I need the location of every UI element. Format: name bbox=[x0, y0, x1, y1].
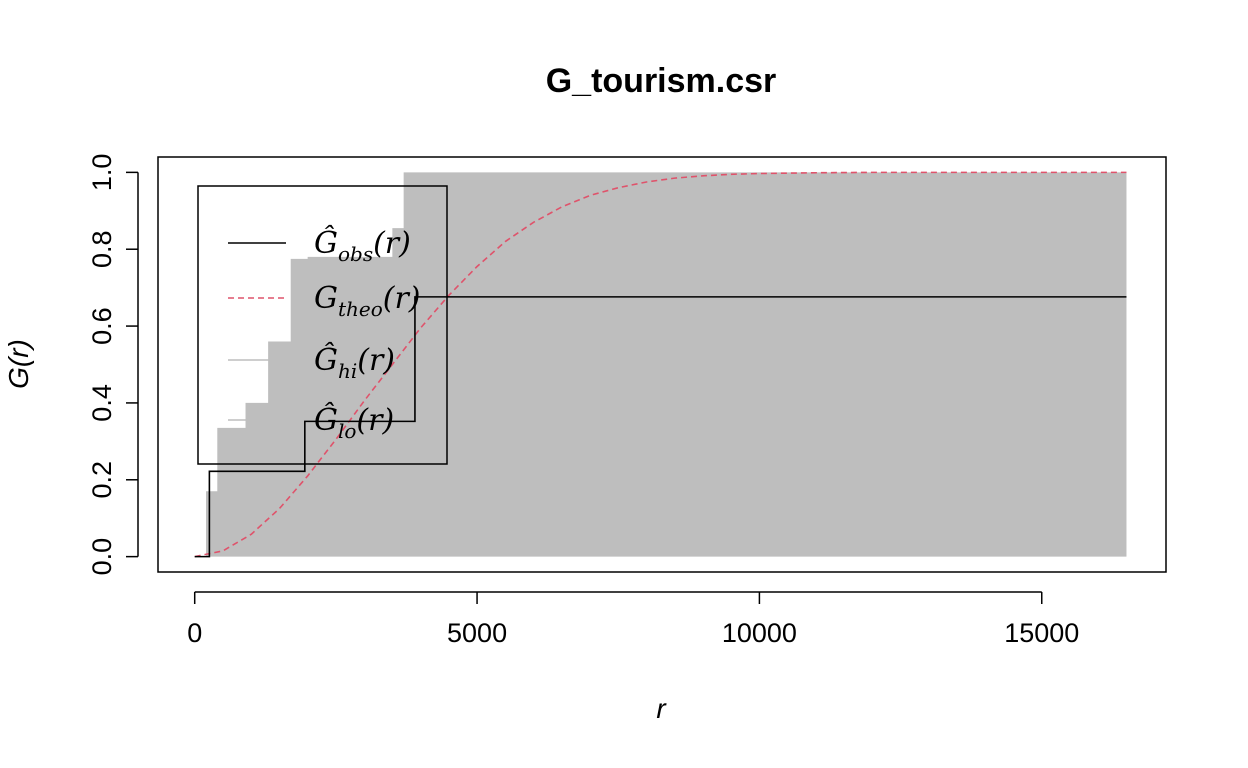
legend-label-obs: Ĝobs(r) bbox=[314, 225, 411, 266]
y-axis: 0.0 0.2 0.4 0.6 0.8 1.0 bbox=[87, 154, 139, 576]
series-lines bbox=[194, 171, 1127, 558]
series-line-theo bbox=[194, 171, 1127, 558]
plot-frame bbox=[157, 156, 1167, 573]
chart-title: G_tourism.csr bbox=[546, 62, 777, 100]
legend-box bbox=[197, 185, 448, 465]
y-tick-label: 0.6 bbox=[87, 307, 117, 345]
x-tick-label: 5000 bbox=[447, 618, 507, 648]
legend-label-hi: Ĝhi(r) bbox=[314, 342, 395, 383]
series-line-obs bbox=[194, 296, 1127, 558]
x-tick-label: 10000 bbox=[722, 618, 797, 648]
x-tick-label: 0 bbox=[187, 618, 202, 648]
x-axis: 0 5000 10000 15000 bbox=[187, 591, 1079, 648]
y-tick-label: 1.0 bbox=[87, 154, 117, 192]
y-tick-label: 0.4 bbox=[87, 384, 117, 422]
y-tick-label: 0.2 bbox=[87, 461, 117, 499]
y-tick-label: 0.0 bbox=[87, 538, 117, 576]
legend-label-theo: Gtheo(r) bbox=[314, 281, 421, 321]
y-axis-label: G(r) bbox=[3, 339, 34, 389]
envelope-band bbox=[194, 172, 1127, 557]
x-axis-label: r bbox=[656, 693, 667, 724]
legend-label-lo: Ĝlo(r) bbox=[314, 402, 394, 443]
legend: Ĝobs(r) Gtheo(r) Ĝhi(r) Ĝlo(r) bbox=[197, 185, 448, 465]
y-tick-label: 0.8 bbox=[87, 230, 117, 268]
x-tick-label: 15000 bbox=[1004, 618, 1079, 648]
envelope-hi-lo-band bbox=[194, 172, 1127, 557]
